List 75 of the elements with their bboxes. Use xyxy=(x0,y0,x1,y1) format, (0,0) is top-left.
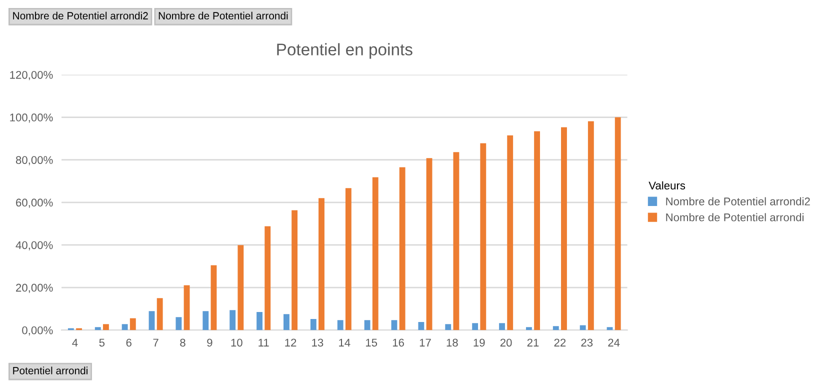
legend-label: Nombre de Potentiel arrondi xyxy=(666,213,804,222)
x-tick-label: 12 xyxy=(285,338,296,346)
bar xyxy=(426,158,432,330)
bar xyxy=(580,325,586,330)
x-tick-label: 5 xyxy=(99,338,105,347)
bar xyxy=(264,226,271,330)
text: Nombre de Potentiel arrondi2 xyxy=(13,12,148,20)
text: Nombre de Potentiel arrondi xyxy=(158,12,288,20)
y-tick-label: 60,00% xyxy=(16,198,53,208)
bar xyxy=(614,117,621,330)
bar xyxy=(238,245,244,330)
legend-label: Nombre de Potentiel arrondi2 xyxy=(666,197,810,206)
bar xyxy=(507,135,514,330)
chart-title: Potentiel en points xyxy=(277,43,412,59)
bar xyxy=(588,121,594,330)
bar xyxy=(256,312,262,330)
bar xyxy=(94,327,101,330)
text: Potentiel arrondi xyxy=(13,366,88,374)
bar xyxy=(552,326,559,330)
bar xyxy=(318,198,324,330)
x-tick-label: 6 xyxy=(126,338,132,347)
bar xyxy=(230,310,236,330)
y-tick-label: 100,00% xyxy=(10,114,53,123)
bar xyxy=(418,322,424,330)
bar xyxy=(606,327,613,330)
bar xyxy=(292,210,298,330)
x-tick-label: 19 xyxy=(474,338,485,347)
bar xyxy=(453,152,460,330)
x-tick-label: 20 xyxy=(500,338,512,347)
x-tick-label: 4 xyxy=(72,338,78,346)
bar xyxy=(210,265,217,330)
bar xyxy=(284,314,290,330)
legend-title: Valeurs xyxy=(648,181,686,190)
bar xyxy=(337,320,344,330)
y-tick-label: 40,00% xyxy=(16,241,53,250)
bar xyxy=(345,188,352,330)
bar xyxy=(534,131,540,330)
bar xyxy=(184,285,190,330)
bar xyxy=(148,311,155,330)
x-tick-label: 15 xyxy=(366,338,378,347)
bar xyxy=(202,311,209,330)
bar xyxy=(310,319,316,330)
bar xyxy=(526,327,532,330)
x-tick-label: 14 xyxy=(339,338,350,346)
bar xyxy=(176,317,182,330)
bar xyxy=(472,323,478,330)
x-tick-label: 10 xyxy=(231,338,242,347)
x-tick-label: 21 xyxy=(527,338,539,346)
bar xyxy=(499,323,505,330)
x-tick-label: 22 xyxy=(554,338,566,346)
x-tick-label: 8 xyxy=(180,338,186,347)
x-tick-label: 23 xyxy=(581,338,593,347)
x-tick-label: 9 xyxy=(207,338,212,347)
x-tick-label: 18 xyxy=(446,338,458,347)
x-tick-label: 13 xyxy=(312,338,324,347)
x-tick-label: 7 xyxy=(153,338,158,346)
bar xyxy=(391,320,398,330)
y-tick-label: 20,00% xyxy=(16,284,53,293)
x-tick-label: 24 xyxy=(608,338,620,346)
x-tick-label: 17 xyxy=(420,338,431,346)
bar xyxy=(102,324,109,330)
x-tick-label: 11 xyxy=(258,338,269,346)
bar xyxy=(364,320,370,330)
y-tick-label: 120,00% xyxy=(10,70,53,80)
bar xyxy=(122,324,128,330)
y-tick-label: 80,00% xyxy=(16,156,53,166)
x-tick-label: 16 xyxy=(392,338,404,347)
bar xyxy=(399,167,406,330)
bar xyxy=(561,127,567,330)
bar xyxy=(372,177,378,330)
bar xyxy=(480,143,486,330)
bar xyxy=(130,318,136,330)
y-tick-label: 0,00% xyxy=(22,326,53,336)
bar xyxy=(445,324,452,330)
bar xyxy=(156,298,163,330)
